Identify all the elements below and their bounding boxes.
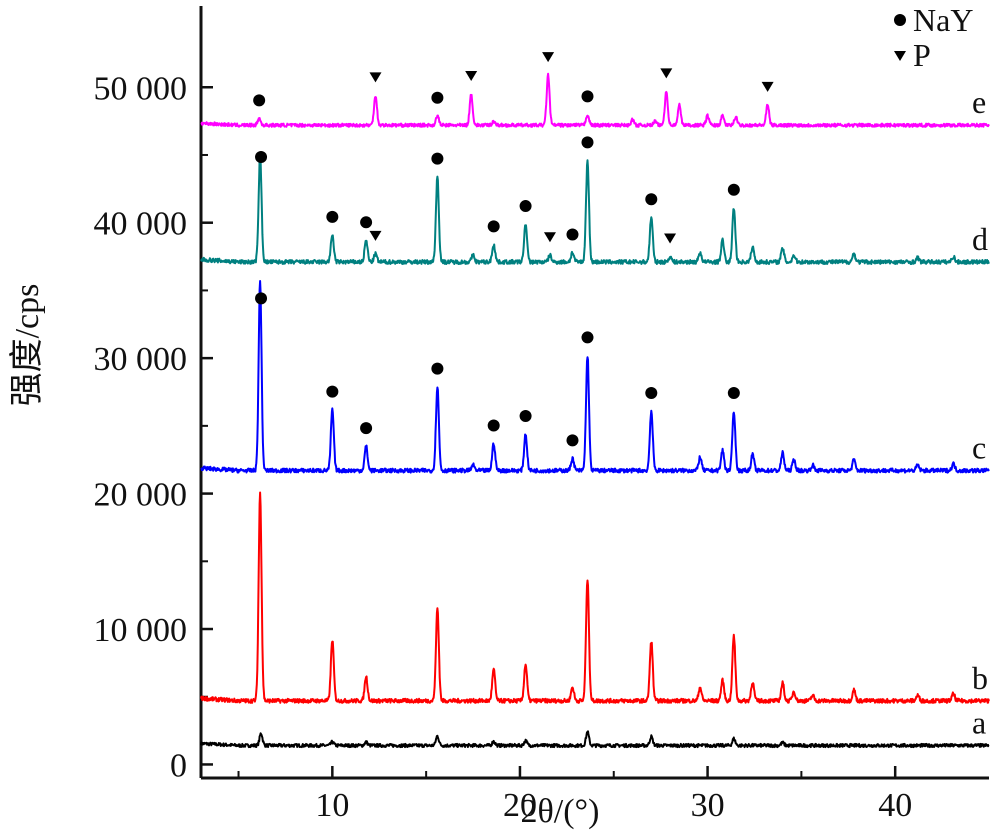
nay-marker <box>253 94 266 107</box>
nay-marker <box>255 292 268 305</box>
y-tick-label: 20 000 <box>94 477 188 514</box>
x-tick-label: 40 <box>878 787 912 824</box>
nay-marker <box>487 419 500 432</box>
series-a-line <box>200 730 990 749</box>
nay-marker <box>645 193 658 206</box>
nay-marker <box>487 220 500 233</box>
nay-marker <box>727 386 740 399</box>
y-tick-label: 0 <box>170 747 187 784</box>
nay-marker <box>566 434 579 447</box>
p-marker <box>369 230 382 241</box>
p-marker <box>660 68 673 79</box>
nay-marker <box>360 216 373 229</box>
y-axis-title: 强度/cps <box>8 284 46 407</box>
nay-marker <box>326 210 339 223</box>
y-tick-label: 40 000 <box>94 206 188 243</box>
axis-ticks: 10 20 30 40 0 10 000 20 000 30 000 40 000 50 000 <box>94 70 913 824</box>
nay-marker <box>581 331 594 344</box>
marker-layer <box>253 52 774 447</box>
series-a-label: a <box>972 704 986 740</box>
series-c-label: c <box>972 430 986 466</box>
series-d-line <box>200 152 990 265</box>
p-marker <box>543 232 556 243</box>
x-axis-title: 2θ/(°) <box>521 793 600 830</box>
nay-marker <box>431 152 444 165</box>
p-marker <box>369 72 382 83</box>
plot-frame <box>199 6 989 780</box>
series-layer: ab c d e <box>200 72 990 749</box>
legend: NaY P <box>894 2 973 73</box>
nay-marker <box>566 228 579 241</box>
series-c-line <box>200 280 990 474</box>
p-marker <box>465 71 478 82</box>
x-tick-label: 10 <box>315 787 349 824</box>
legend-p-label: P <box>913 37 931 73</box>
legend-nay-marker <box>894 14 906 26</box>
legend-nay-label: NaY <box>913 2 973 38</box>
nay-marker <box>581 136 594 149</box>
nay-marker <box>645 386 658 399</box>
y-tick-label: 30 000 <box>94 341 188 378</box>
nay-marker <box>519 409 532 422</box>
nay-marker <box>519 200 532 213</box>
p-marker <box>761 81 774 92</box>
legend-p-marker <box>894 51 906 61</box>
p-marker <box>664 233 677 244</box>
nay-marker <box>581 90 594 103</box>
series-d-label: d <box>972 221 988 257</box>
p-marker <box>542 52 555 63</box>
series-b-label: b <box>972 660 988 696</box>
nay-marker <box>360 422 373 435</box>
x-tick-label: 20 <box>503 787 537 824</box>
y-tick-label: 10 000 <box>94 612 188 649</box>
nay-marker <box>431 362 444 375</box>
x-tick-label: 30 <box>691 787 725 824</box>
nay-marker <box>326 385 339 398</box>
nay-marker <box>255 150 268 163</box>
nay-marker <box>727 183 740 196</box>
y-tick-label: 50 000 <box>94 70 188 107</box>
series-b-line <box>200 491 990 704</box>
series-e-line <box>200 72 990 128</box>
nay-marker <box>431 91 444 104</box>
series-e-label: e <box>972 84 986 120</box>
